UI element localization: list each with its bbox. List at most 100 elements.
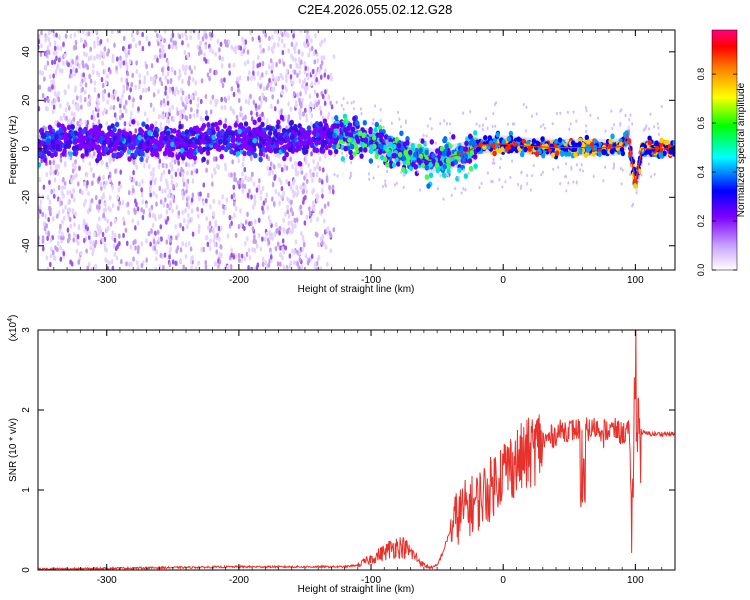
ridge-blob	[570, 140, 576, 146]
noise-speck	[82, 237, 86, 244]
noise-speck	[47, 36, 51, 43]
noise-speck	[181, 90, 185, 96]
noise-speck	[154, 230, 157, 236]
noise-speck	[67, 84, 70, 90]
noise-speck	[281, 32, 284, 38]
noise-speck	[289, 74, 293, 80]
noise-speck	[208, 245, 212, 251]
noise-speck	[93, 231, 96, 238]
noise-speck	[286, 32, 290, 39]
ridge-blob	[354, 134, 359, 141]
noise-speck	[184, 242, 188, 248]
noise-speck	[289, 207, 293, 213]
ridge-blob	[444, 143, 449, 150]
ridge-blob	[273, 148, 278, 154]
noise-speck	[106, 51, 109, 57]
noise-speck	[284, 114, 287, 120]
ridge-blob	[424, 174, 430, 180]
noise-speck	[250, 220, 253, 227]
ridge-blob	[647, 148, 652, 155]
ridge-blob	[175, 132, 181, 138]
ridge-blob	[205, 150, 211, 156]
noise-speck	[129, 120, 132, 126]
noise-speck	[257, 233, 261, 239]
noise-speck	[60, 200, 63, 206]
noise-speck	[251, 204, 255, 210]
noise-speck	[181, 195, 185, 201]
halo-speck	[565, 189, 568, 193]
ridge-blob	[271, 137, 276, 143]
noise-speck	[154, 266, 158, 270]
noise-speck	[76, 102, 80, 108]
noise-speck	[169, 246, 172, 252]
noise-speck	[316, 92, 319, 99]
ridge-blob	[464, 140, 469, 147]
noise-speck	[76, 234, 80, 240]
ridge-blob	[201, 122, 207, 129]
noise-speck	[56, 241, 60, 247]
halo-speck	[384, 179, 387, 183]
noise-speck	[276, 227, 279, 233]
noise-speck	[214, 156, 218, 162]
noise-speck	[299, 91, 302, 97]
ridge-blob	[487, 135, 492, 141]
noise-speck	[317, 241, 320, 248]
ridge-blob	[144, 147, 150, 154]
noise-speck	[282, 217, 285, 223]
noise-speck	[299, 30, 303, 34]
noise-speck	[294, 166, 298, 172]
noise-speck	[124, 227, 128, 233]
noise-speck	[162, 202, 166, 208]
noise-speck	[173, 91, 177, 97]
noise-speck	[298, 250, 302, 256]
noise-speck	[174, 40, 177, 46]
ridge-blob	[439, 145, 445, 152]
noise-speck	[296, 249, 299, 255]
noise-speck	[168, 261, 172, 268]
noise-speck	[237, 158, 241, 164]
noise-speck	[182, 108, 186, 114]
ridge-blob	[56, 122, 62, 128]
noise-speck	[181, 177, 185, 183]
noise-speck	[132, 169, 135, 176]
ridge-blob	[234, 146, 239, 152]
ridge-blob	[391, 162, 397, 168]
noise-speck	[157, 41, 160, 47]
noise-speck	[273, 174, 277, 180]
ridge-blob	[126, 148, 132, 155]
noise-speck	[159, 41, 162, 48]
noise-speck	[299, 101, 303, 107]
noise-speck	[102, 174, 105, 181]
ridge-blob	[406, 159, 411, 166]
noise-speck	[259, 189, 263, 195]
band-mid	[337, 127, 340, 142]
ridge-blob	[363, 138, 369, 144]
ridge-blob	[152, 143, 157, 150]
ridge-blob	[258, 151, 264, 157]
noise-speck	[206, 58, 210, 65]
noise-speck	[91, 109, 95, 116]
noise-speck	[206, 192, 210, 199]
noise-speck	[119, 183, 123, 189]
noise-speck	[112, 243, 116, 249]
noise-speck	[160, 172, 164, 178]
noise-speck	[272, 201, 276, 207]
noise-speck	[262, 152, 266, 158]
noise-speck	[56, 45, 59, 51]
noise-speck	[270, 46, 274, 52]
halo-speck	[353, 155, 356, 159]
ridge-blob	[236, 137, 242, 143]
noise-speck	[237, 252, 241, 259]
ridge-blob	[281, 127, 287, 134]
noise-speck	[66, 189, 69, 196]
noise-speck	[230, 86, 234, 92]
ridge-blob	[426, 183, 431, 189]
ridge-blob	[318, 121, 323, 127]
ridge-blob	[338, 134, 343, 140]
noise-speck	[315, 77, 318, 83]
noise-speck	[166, 203, 169, 209]
noise-speck	[46, 235, 49, 241]
noise-speck	[288, 253, 292, 259]
noise-speck	[205, 167, 208, 173]
noise-speck	[181, 226, 185, 232]
